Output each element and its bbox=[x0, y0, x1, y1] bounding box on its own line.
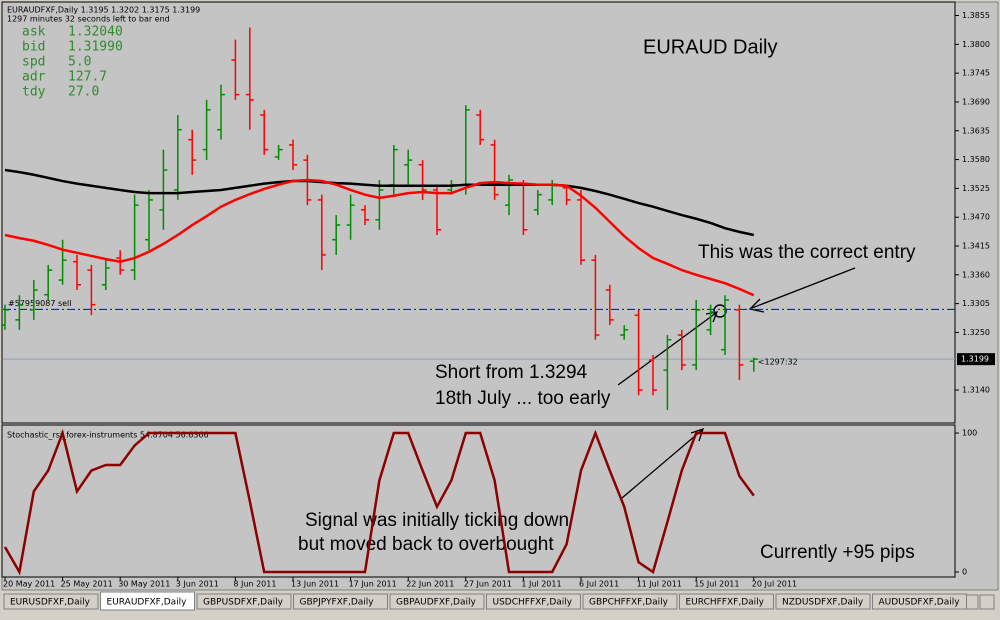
tab[interactable]: GBPJPYFXF,Daily bbox=[293, 593, 388, 610]
bid-label: 1.3199 bbox=[961, 355, 989, 364]
tab-bar: EURUSDFXF,Daily EURAUDFXF,Daily GBPUSDFXF,… bbox=[0, 591, 1000, 620]
chart-title: EURAUD Daily bbox=[643, 36, 777, 58]
stat-name: tdy bbox=[22, 85, 46, 100]
x-tick-label: 22 Jun 2011 bbox=[406, 580, 454, 589]
y-tick-label: 1.3525 bbox=[962, 184, 990, 193]
x-tick-label: 15 Jul 2011 bbox=[694, 580, 739, 589]
annotation: but moved back to overbought bbox=[298, 534, 554, 555]
tab-bg bbox=[196, 593, 292, 610]
stat-value: 1.32040 bbox=[68, 25, 123, 40]
stochastic-panel bbox=[1, 424, 956, 578]
x-tick-label: 20 May 2011 bbox=[3, 580, 55, 589]
tab[interactable]: GBPUSDFXF,Daily bbox=[196, 593, 292, 610]
annotation: This was the correct entry bbox=[698, 242, 916, 263]
stat-name: adr bbox=[22, 70, 46, 85]
tab-bg bbox=[679, 593, 774, 610]
y-tick-label: 1.3690 bbox=[962, 97, 990, 106]
bid-label-bg bbox=[957, 353, 995, 366]
tab-bg bbox=[582, 593, 678, 610]
tab-label: GBPCHFFXF,Daily bbox=[589, 598, 669, 608]
stochastic-title: Stochastic_rsi_forex-instruments 54.8704… bbox=[7, 431, 209, 440]
y-tick-label: 1.3140 bbox=[962, 386, 990, 395]
price-panel bbox=[1, 1, 956, 424]
stat-value: 5.0 bbox=[68, 55, 91, 70]
y-tick-label: 1.3415 bbox=[962, 242, 990, 251]
tab[interactable]: AUDUSDFXF,Daily bbox=[872, 593, 967, 610]
x-tick-label: 13 Jun 2011 bbox=[291, 580, 339, 589]
tab[interactable]: EURUSDFXF,Daily bbox=[3, 593, 99, 610]
tab-bg bbox=[100, 591, 195, 611]
timer: 1297 minutes 32 seconds left to bar end bbox=[7, 15, 170, 24]
tab-bg bbox=[872, 593, 967, 610]
tab-label: EURAUDFXF,Daily bbox=[107, 598, 188, 608]
stat-name: bid bbox=[22, 40, 45, 55]
tab-label: EURCHFFXF,Daily bbox=[686, 598, 765, 608]
y-tick-label: 0 bbox=[962, 567, 967, 576]
y-tick-label: 100 bbox=[962, 429, 977, 438]
tab[interactable]: GBPAUDFXF,Daily bbox=[389, 593, 485, 610]
x-tick-label: 30 May 2011 bbox=[118, 580, 170, 589]
tab[interactable]: EURAUDFXF,Daily bbox=[100, 591, 195, 611]
x-tick-label: 27 Jun 2011 bbox=[464, 580, 512, 589]
countdown: <1297:32 bbox=[758, 358, 798, 367]
tab-bg bbox=[3, 593, 99, 610]
y-tick-label: 1.3855 bbox=[962, 11, 990, 20]
symbol-line: EURAUDFXF,Daily 1.3195 1.3202 1.3175 1.3… bbox=[7, 6, 200, 15]
tab-label: GBPJPYFXF,Daily bbox=[300, 598, 375, 608]
tab-label: NZDUSDFXF,Daily bbox=[782, 598, 864, 608]
scroll-right[interactable] bbox=[979, 594, 995, 610]
annotation: Currently +95 pips bbox=[760, 542, 915, 563]
stat-value: 127.7 bbox=[68, 70, 107, 85]
y-tick-label: 1.3745 bbox=[962, 69, 990, 78]
tab[interactable]: NZDUSDFXF,Daily bbox=[775, 593, 871, 610]
annotation: Short from 1.3294 bbox=[435, 362, 588, 383]
y-tick-label: 1.3635 bbox=[962, 126, 990, 135]
x-tick-label: 8 Jun 2011 bbox=[233, 580, 276, 589]
moving-average bbox=[4, 168, 755, 237]
stat-name: spd bbox=[22, 55, 45, 70]
tab-label: USDCHFFXF,Daily bbox=[493, 598, 573, 608]
tab[interactable]: USDCHFFXF,Daily bbox=[486, 593, 581, 610]
x-tick-label: 25 May 2011 bbox=[61, 580, 113, 589]
tab-label: GBPAUDFXF,Daily bbox=[396, 598, 477, 608]
chart-bg bbox=[1, 1, 999, 591]
x-tick-label: 3 Jun 2011 bbox=[176, 580, 219, 589]
x-tick-label: 11 Jul 2011 bbox=[637, 580, 682, 589]
y-tick-label: 1.3470 bbox=[962, 213, 990, 222]
stat-value: 27.0 bbox=[68, 85, 99, 100]
y-tick-label: 1.3580 bbox=[962, 155, 990, 164]
tab-bg bbox=[775, 593, 871, 610]
x-tick-label: 6 Jul 2011 bbox=[579, 580, 619, 589]
x-tick-label: 1 Jul 2011 bbox=[521, 580, 561, 589]
y-tick-label: 1.3800 bbox=[962, 40, 990, 49]
tab[interactable]: GBPCHFFXF,Daily bbox=[582, 593, 678, 610]
stochastic-line bbox=[3, 428, 755, 576]
tab-bg bbox=[389, 593, 485, 610]
tab-bg bbox=[486, 593, 581, 610]
moving-average bbox=[4, 178, 755, 297]
tab-label: EURUSDFXF,Daily bbox=[10, 598, 91, 608]
stat-name: ask bbox=[22, 25, 46, 40]
x-tick-label: 20 Jul 2011 bbox=[752, 580, 797, 589]
tab-bg bbox=[293, 593, 388, 610]
tab-label: AUDUSDFXF,Daily bbox=[879, 598, 961, 608]
stat-value: 1.31990 bbox=[68, 40, 123, 55]
y-tick-label: 1.3360 bbox=[962, 270, 990, 279]
annotation: 18th July ... too early bbox=[435, 388, 611, 409]
order-label: #57959087 sell bbox=[8, 299, 72, 308]
y-tick-label: 1.3250 bbox=[962, 328, 990, 337]
tab[interactable]: EURCHFFXF,Daily bbox=[679, 593, 774, 610]
x-tick-label: 17 Jun 2011 bbox=[349, 580, 397, 589]
y-tick-label: 1.3305 bbox=[962, 299, 990, 308]
annotation: Signal was initially ticking down bbox=[305, 510, 569, 531]
tab-label: GBPUSDFXF,Daily bbox=[203, 598, 284, 608]
